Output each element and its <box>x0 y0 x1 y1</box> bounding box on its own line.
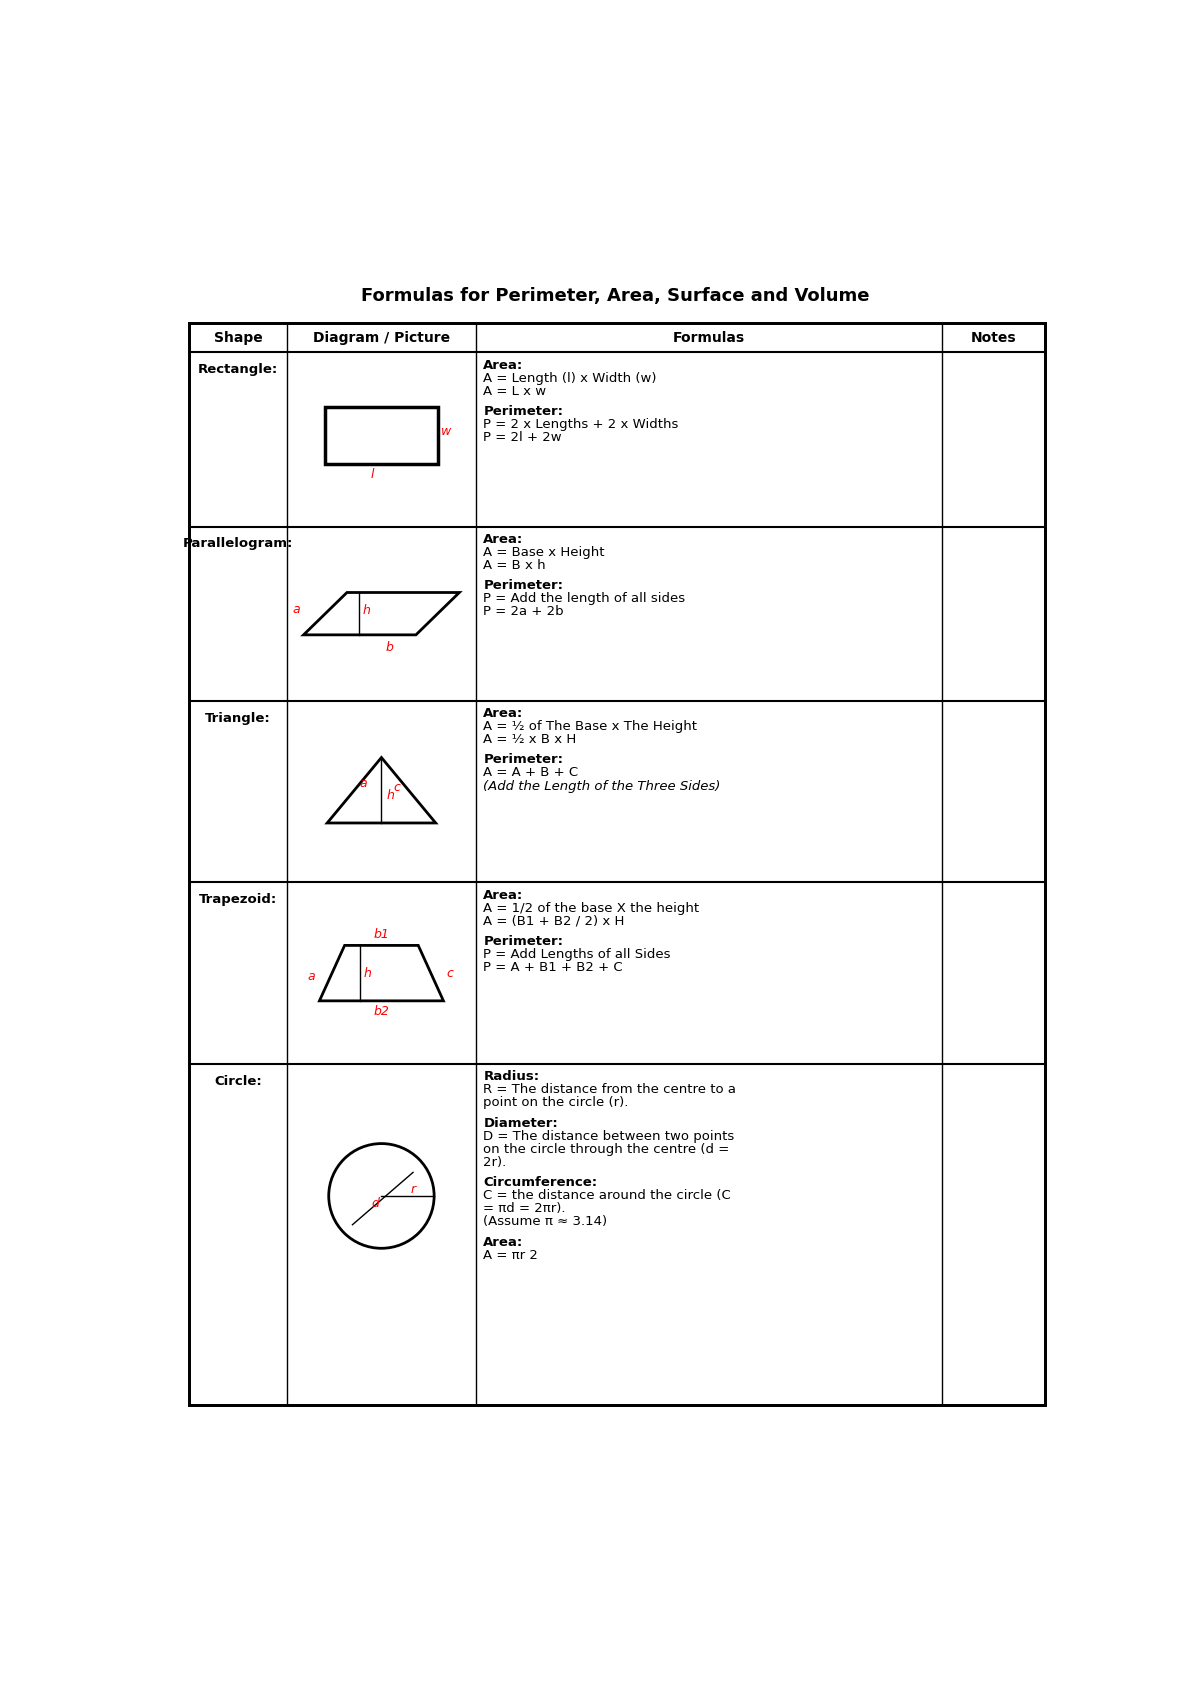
Text: Trapezoid:: Trapezoid: <box>199 893 277 907</box>
Text: (Assume π ≈ 3.14): (Assume π ≈ 3.14) <box>484 1216 607 1228</box>
Text: h: h <box>364 966 372 980</box>
Text: a: a <box>360 778 367 790</box>
Text: R = The distance from the centre to a: R = The distance from the centre to a <box>484 1083 737 1097</box>
Text: Notes: Notes <box>971 331 1016 345</box>
Text: Circumference:: Circumference: <box>484 1177 598 1189</box>
Text: Triangle:: Triangle: <box>205 711 271 725</box>
Text: A = ½ of The Base x The Height: A = ½ of The Base x The Height <box>484 720 697 734</box>
Text: c: c <box>394 781 401 795</box>
Text: Perimeter:: Perimeter: <box>484 406 563 418</box>
Text: Area:: Area: <box>484 533 523 545</box>
Text: Area:: Area: <box>484 888 523 902</box>
Text: r: r <box>410 1184 415 1197</box>
Text: Area:: Area: <box>484 706 523 720</box>
Text: Area:: Area: <box>484 358 523 372</box>
Text: P = A + B1 + B2 + C: P = A + B1 + B2 + C <box>484 961 623 975</box>
Text: = πd = 2πr).: = πd = 2πr). <box>484 1202 566 1216</box>
Text: Parallelogram:: Parallelogram: <box>182 537 293 550</box>
Text: c: c <box>446 966 454 980</box>
Text: a: a <box>308 971 316 983</box>
Text: Radius:: Radius: <box>484 1070 540 1083</box>
Text: b: b <box>385 642 394 654</box>
Text: Circle:: Circle: <box>214 1075 262 1088</box>
Text: P = 2l + 2w: P = 2l + 2w <box>484 431 562 445</box>
Bar <box>188 323 1045 1404</box>
Text: d: d <box>371 1197 379 1211</box>
Text: P = 2a + 2b: P = 2a + 2b <box>484 606 564 618</box>
Text: Diagram / Picture: Diagram / Picture <box>313 331 450 345</box>
Text: on the circle through the centre (d =: on the circle through the centre (d = <box>484 1143 730 1156</box>
Text: b1: b1 <box>373 927 389 941</box>
Text: A = Base x Height: A = Base x Height <box>484 545 605 559</box>
Text: Area:: Area: <box>484 1236 523 1248</box>
Bar <box>188 323 1045 1404</box>
Text: a: a <box>292 603 300 616</box>
Text: C = the distance around the circle (C: C = the distance around the circle (C <box>484 1189 731 1202</box>
Text: Formulas for Perimeter, Area, Surface and Volume: Formulas for Perimeter, Area, Surface an… <box>361 287 869 306</box>
Text: h: h <box>362 604 371 616</box>
Text: w: w <box>440 424 451 438</box>
Text: A = Length (l) x Width (w): A = Length (l) x Width (w) <box>484 372 656 385</box>
Text: Diameter:: Diameter: <box>484 1117 558 1129</box>
Text: point on the circle (r).: point on the circle (r). <box>484 1097 629 1109</box>
Text: b2: b2 <box>373 1005 389 1019</box>
Text: l: l <box>371 469 374 481</box>
Text: Perimeter:: Perimeter: <box>484 754 563 766</box>
Text: Rectangle:: Rectangle: <box>198 363 278 377</box>
Bar <box>325 408 438 465</box>
Text: Shape: Shape <box>214 331 263 345</box>
Text: A = B x h: A = B x h <box>484 559 546 572</box>
Text: (Add the Length of the Three Sides): (Add the Length of the Three Sides) <box>484 779 721 793</box>
Text: A = ½ x B x H: A = ½ x B x H <box>484 734 577 745</box>
Text: A = 1/2 of the base X the height: A = 1/2 of the base X the height <box>484 902 700 915</box>
Text: P = Add the length of all sides: P = Add the length of all sides <box>484 593 685 604</box>
Text: A = A + B + C: A = A + B + C <box>484 766 578 779</box>
Text: 2r).: 2r). <box>484 1156 506 1168</box>
Text: Perimeter:: Perimeter: <box>484 579 563 593</box>
Text: P = Add Lengths of all Sides: P = Add Lengths of all Sides <box>484 947 671 961</box>
Text: Perimeter:: Perimeter: <box>484 936 563 947</box>
Text: D = The distance between two points: D = The distance between two points <box>484 1129 734 1143</box>
Text: A = L x w: A = L x w <box>484 385 546 397</box>
Text: Formulas: Formulas <box>673 331 745 345</box>
Text: h: h <box>386 790 394 801</box>
Text: A = πr 2: A = πr 2 <box>484 1248 539 1262</box>
Text: P = 2 x Lengths + 2 x Widths: P = 2 x Lengths + 2 x Widths <box>484 418 679 431</box>
Text: A = (B1 + B2 / 2) x H: A = (B1 + B2 / 2) x H <box>484 915 625 927</box>
